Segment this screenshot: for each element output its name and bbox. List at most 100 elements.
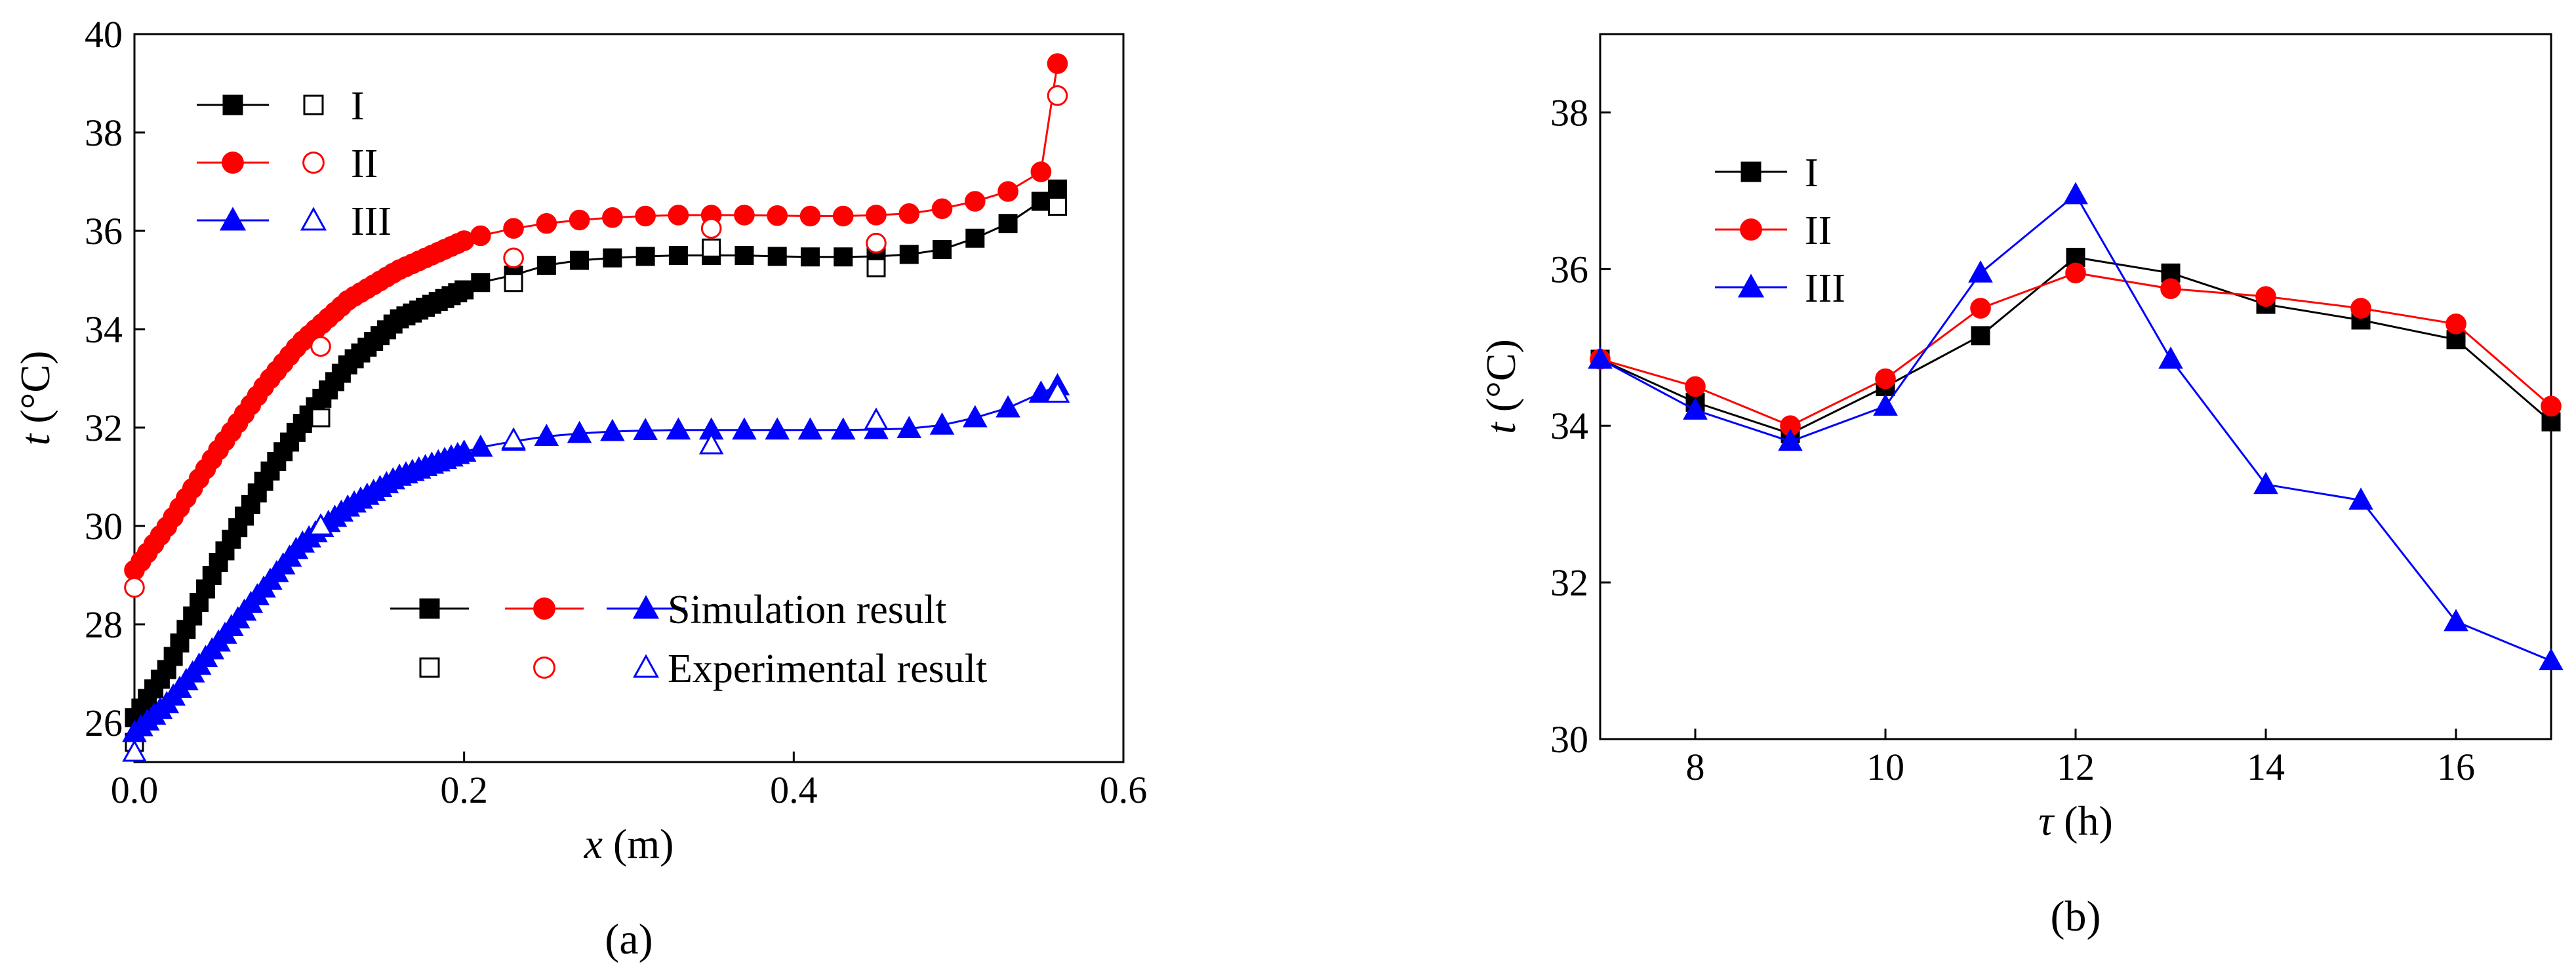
data-point: [1971, 326, 1990, 346]
experimental-point: [1045, 380, 1070, 403]
y-axis-label-unit: (°C): [12, 351, 58, 434]
legend-label: I: [351, 84, 365, 129]
y-tick-label: 36: [1550, 248, 1588, 291]
data-point: [2445, 313, 2466, 334]
simulation-point: [735, 246, 754, 265]
experimental-point: [866, 232, 887, 254]
legend-label: III: [351, 199, 392, 244]
y-tick-label: 38: [1550, 91, 1588, 134]
simulation-point: [929, 412, 955, 435]
simulation-point: [536, 212, 557, 234]
simulation-point: [830, 417, 856, 440]
simulation-point: [1031, 191, 1051, 211]
y-tick-label: 38: [85, 111, 123, 154]
legend-marker-filled: [222, 94, 243, 115]
y-axis-label: t (°C): [12, 351, 58, 446]
series-II: [1590, 262, 2562, 437]
x-tick-label: 0.0: [111, 769, 159, 811]
experimental-point: [501, 427, 526, 450]
experimental-point: [311, 408, 331, 428]
legend-marker-open: [300, 207, 327, 231]
data-point: [1970, 298, 1991, 319]
simulation-point: [600, 418, 625, 441]
series-III: [1588, 182, 2564, 671]
data-point: [2541, 395, 2562, 417]
simulation-point: [1028, 380, 1054, 403]
panel-caption: (a): [605, 916, 653, 963]
experimental-point: [698, 432, 724, 454]
simulation-point: [1047, 179, 1067, 199]
legend-marker-open: [302, 151, 325, 174]
experimental-point: [864, 407, 889, 430]
x-tick-label: 0.6: [1100, 769, 1148, 811]
simulation-point: [668, 205, 689, 226]
simulation-point: [797, 417, 823, 440]
data-point: [2350, 298, 2371, 319]
data-point: [1588, 346, 1613, 369]
simulation-point: [765, 417, 790, 440]
data-point: [2444, 609, 2468, 632]
data-point: [1873, 393, 1898, 416]
data-point: [1968, 260, 1993, 283]
simulation-point: [800, 247, 820, 267]
data-point: [2253, 472, 2278, 494]
legend-marker-open: [632, 654, 660, 678]
legend-label: II: [1805, 209, 1832, 253]
simulation-point: [503, 218, 524, 239]
simulation-point: [633, 418, 658, 440]
simulation-point: [896, 416, 922, 438]
x-axis-label: τ (h): [2038, 797, 2113, 844]
data-point: [1778, 428, 1803, 451]
x-axis-label-var: x: [584, 820, 603, 867]
simulation-point: [536, 256, 556, 275]
experimental-point: [1047, 85, 1068, 106]
simulation-point: [569, 209, 590, 231]
y-axis-label: t (°C): [1478, 339, 1524, 434]
data-point: [1683, 397, 1708, 420]
legend-label: II: [351, 142, 378, 186]
legend-marker-filled: [533, 597, 555, 620]
legend-label: III: [1805, 266, 1845, 311]
simulation-point: [866, 205, 887, 226]
simulation-point: [534, 424, 559, 446]
y-tick-label: 26: [85, 702, 123, 744]
simulation-point: [898, 203, 920, 224]
x-tick-label: 12: [2057, 746, 2095, 788]
simulation-point: [668, 246, 688, 265]
simulation-point: [471, 273, 491, 292]
plot-frame: [133, 33, 1125, 763]
simulation-point: [997, 181, 1018, 202]
legend-experimental-label: Experimental result: [668, 647, 987, 691]
simulation-point: [567, 420, 592, 443]
legend-marker-open: [303, 94, 324, 115]
y-tick-label: 34: [85, 308, 123, 351]
simulation-point: [799, 205, 821, 227]
simulation-point: [832, 205, 854, 227]
experimental-point: [702, 238, 721, 258]
simulation-line: [133, 63, 1058, 571]
simulation-point: [1047, 53, 1068, 74]
y-axis-label-var: t: [1478, 421, 1524, 434]
experimental-point: [122, 739, 147, 762]
legend-marker: [1741, 161, 1761, 182]
simulation-point: [931, 198, 953, 220]
simulation-point: [635, 247, 655, 266]
data-point: [2348, 487, 2373, 510]
simulation-point: [602, 207, 623, 228]
x-tick-label: 14: [2247, 746, 2285, 788]
y-axis-label-var: t: [12, 432, 58, 445]
simulation-point: [996, 395, 1020, 418]
y-tick-label: 34: [1550, 405, 1588, 447]
experimental-point: [124, 576, 145, 598]
legend-marker-filled: [632, 595, 660, 619]
legend-marker-filled: [419, 598, 440, 619]
data-point: [2255, 286, 2276, 307]
simulation-point: [998, 214, 1018, 233]
legend-result-type: Simulation result Experimental result: [390, 588, 987, 691]
x-axis-label-unit: (m): [603, 820, 674, 867]
